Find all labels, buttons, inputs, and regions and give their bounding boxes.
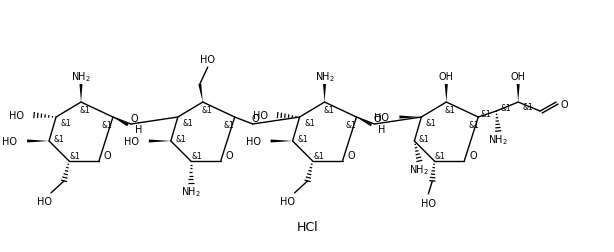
Text: HO: HO [280, 196, 295, 206]
Polygon shape [399, 116, 421, 119]
Text: HO: HO [200, 55, 216, 65]
Text: &1: &1 [435, 152, 446, 161]
Text: HO: HO [246, 136, 261, 146]
Polygon shape [357, 117, 372, 127]
Text: NH$_2$: NH$_2$ [314, 70, 335, 84]
Text: O: O [561, 100, 568, 110]
Polygon shape [27, 140, 49, 143]
Text: NH$_2$: NH$_2$ [410, 162, 429, 176]
Text: HO: HO [9, 111, 24, 120]
Text: HO: HO [37, 196, 52, 206]
Text: HO: HO [2, 136, 17, 146]
Text: O: O [469, 150, 477, 160]
Text: O: O [374, 114, 381, 123]
Text: HCl: HCl [297, 220, 319, 233]
Text: H: H [378, 124, 386, 135]
Text: O: O [226, 150, 233, 160]
Text: &1: &1 [469, 120, 480, 129]
Text: OH: OH [511, 72, 526, 82]
Text: O: O [252, 114, 260, 123]
Text: OH: OH [439, 72, 454, 82]
Text: &1: &1 [61, 118, 71, 127]
Text: &1: &1 [80, 105, 90, 114]
Polygon shape [198, 84, 203, 103]
Text: &1: &1 [53, 135, 64, 144]
Text: &1: &1 [523, 102, 534, 111]
Text: &1: &1 [345, 120, 356, 129]
Text: O: O [104, 150, 112, 160]
Polygon shape [445, 85, 448, 103]
Text: &1: &1 [182, 118, 193, 127]
Polygon shape [113, 117, 128, 127]
Text: &1: &1 [501, 103, 511, 112]
Text: &1: &1 [101, 120, 112, 129]
Polygon shape [271, 140, 293, 143]
Text: &1: &1 [426, 118, 437, 127]
Text: HO: HO [124, 136, 139, 146]
Text: &1: &1 [192, 152, 202, 161]
Text: HO: HO [252, 111, 268, 120]
Text: NH$_2$: NH$_2$ [71, 70, 91, 84]
Text: &1: &1 [176, 135, 186, 144]
Text: &1: &1 [304, 118, 315, 127]
Polygon shape [517, 85, 519, 103]
Text: &1: &1 [313, 152, 324, 161]
Text: &1: &1 [201, 105, 212, 114]
Text: &1: &1 [69, 152, 80, 161]
Text: &1: &1 [297, 135, 308, 144]
Polygon shape [149, 140, 171, 143]
Text: &1: &1 [419, 135, 430, 144]
Polygon shape [323, 85, 326, 103]
Text: HO: HO [421, 198, 436, 208]
Text: &1: &1 [323, 105, 334, 114]
Text: O: O [348, 150, 355, 160]
Text: &1: &1 [223, 120, 234, 129]
Text: NH$_2$: NH$_2$ [488, 133, 508, 146]
Text: O: O [130, 114, 138, 123]
Text: NH$_2$: NH$_2$ [181, 184, 201, 198]
Text: &1: &1 [445, 105, 456, 114]
Polygon shape [79, 85, 82, 103]
Text: HO: HO [375, 113, 389, 122]
Text: H: H [135, 124, 142, 135]
Text: &1: &1 [481, 109, 492, 118]
